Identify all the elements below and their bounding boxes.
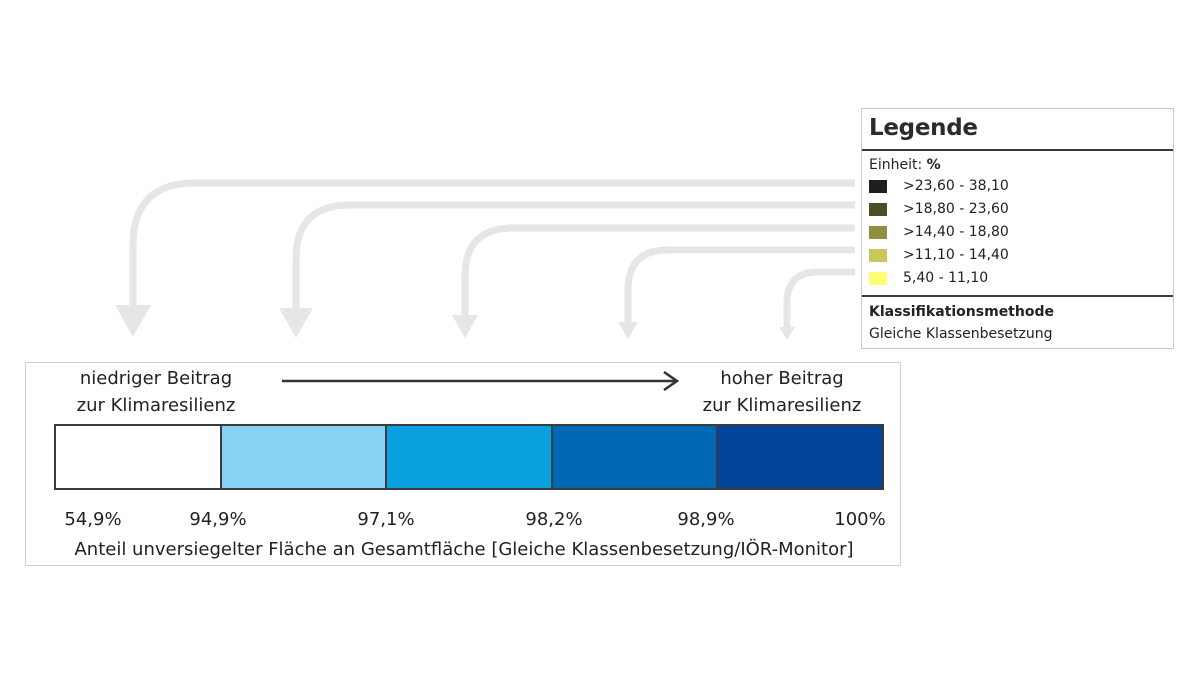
- direction-arrow-head: [663, 371, 680, 391]
- legend-title: Legende: [869, 115, 978, 141]
- legend-unit: Einheit: %: [869, 157, 941, 173]
- connector-arrow-5: [783, 268, 855, 327]
- scale-segment-5: [718, 426, 882, 488]
- tick-label-6: 100%: [834, 509, 886, 530]
- legend-swatch-5: [869, 272, 887, 285]
- direction-arrow: [282, 371, 680, 391]
- tick-label-1: 54,9%: [64, 509, 122, 530]
- scale-segment-3: [387, 426, 553, 488]
- legend-class-1: >23,60 - 38,10: [869, 177, 1169, 197]
- legend-class-4: >11,10 - 14,40: [869, 246, 1169, 266]
- legend-method-title: Klassifikationsmethode: [869, 304, 1054, 320]
- legend-label-4: >11,10 - 14,40: [903, 247, 1009, 263]
- legend-divider-bottom: [862, 295, 1173, 297]
- legend-label-2: >18,80 - 23,60: [903, 201, 1009, 217]
- low-contribution-label: niedriger Beitrag zur Klimaresilienz: [68, 365, 244, 419]
- legend-unit-label: Einheit:: [869, 157, 923, 173]
- high-contribution-line2: zur Klimaresilienz: [702, 395, 862, 416]
- high-contribution-label: hoher Beitrag zur Klimaresilienz: [694, 365, 870, 419]
- tick-label-3: 97,1%: [357, 509, 415, 530]
- legend-swatch-2: [869, 203, 887, 216]
- tick-label-2: 94,9%: [189, 509, 247, 530]
- low-contribution-line1: niedriger Beitrag: [79, 368, 233, 389]
- scale-tick-labels: 54,9% 94,9% 97,1% 98,2% 98,9% 100%: [26, 509, 902, 533]
- legend-label-3: >14,40 - 18,80: [903, 224, 1009, 240]
- connector-arrowhead-2: [279, 308, 313, 338]
- scale-segment-1: [56, 426, 222, 488]
- scale-caption: Anteil unversiegelter Fläche an Gesamtfl…: [74, 539, 854, 560]
- connector-arrow-2: [292, 201, 855, 308]
- tick-label-4: 98,2%: [525, 509, 583, 530]
- low-contribution-line2: zur Klimaresilienz: [76, 395, 236, 416]
- connector-arrow-4: [624, 246, 855, 322]
- legend-panel: Legende Einheit: % >23,60 - 38,10 >18,80…: [861, 108, 1174, 349]
- connector-arrowhead-3: [452, 315, 478, 338]
- legend-class-5: 5,40 - 11,10: [869, 269, 1169, 289]
- connector-arrow-3: [461, 224, 855, 315]
- legend-unit-value: %: [926, 157, 941, 173]
- legend-swatch-1: [869, 180, 887, 193]
- legend-divider-top: [862, 149, 1173, 151]
- legend-label-1: >23,60 - 38,10: [903, 178, 1009, 194]
- scale-panel: niedriger Beitrag zur Klimaresilienz hoh…: [25, 362, 901, 566]
- legend-class-3: >14,40 - 18,80: [869, 223, 1169, 243]
- tick-label-5: 98,9%: [677, 509, 735, 530]
- connector-arrow-1: [129, 179, 855, 305]
- high-contribution-line1: hoher Beitrag: [720, 368, 844, 389]
- connector-arrowhead-1: [115, 305, 151, 337]
- color-scale-bar: [54, 424, 884, 490]
- legend-label-5: 5,40 - 11,10: [903, 270, 989, 286]
- legend-class-2: >18,80 - 23,60: [869, 200, 1169, 220]
- legend-swatch-3: [869, 226, 887, 239]
- legend-swatch-4: [869, 249, 887, 262]
- scale-segment-4: [552, 426, 719, 488]
- legend-method-value: Gleiche Klassenbesetzung: [869, 326, 1053, 342]
- connector-arrowhead-5: [779, 327, 795, 340]
- connector-arrowhead-4: [618, 322, 638, 339]
- scale-segment-2: [221, 426, 388, 488]
